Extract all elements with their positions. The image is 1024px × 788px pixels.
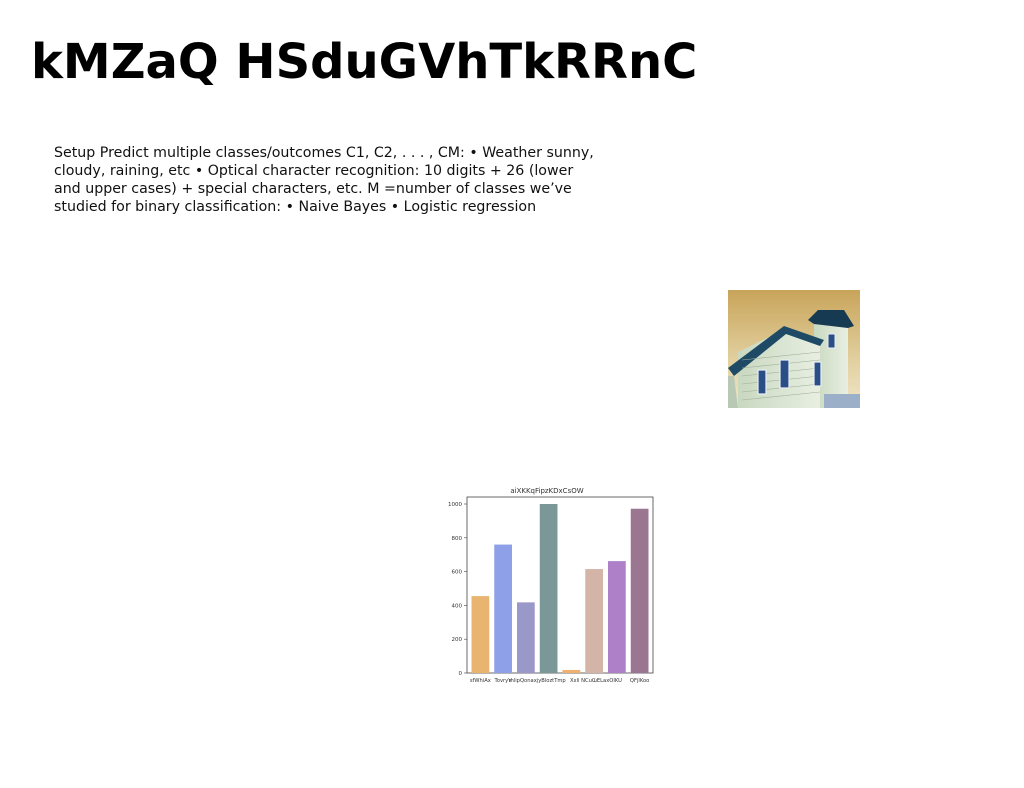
x-tick-label: QFjlKoo [630,678,649,684]
x-tick-label: uELaxOIKU [594,678,623,684]
y-tick-label: 600 [452,570,463,576]
bar [562,669,581,673]
bar [471,596,490,673]
y-tick-label: 800 [452,536,463,542]
bar-chart: 0 200 400 600 800 1000 sfWhiAx TovryVmlipQonaxj… [448,487,654,684]
slide-title: kMZaQ HSduGVhTkRRnC [31,34,698,90]
bar [630,508,649,673]
y-tick-label: 400 [452,603,463,609]
x-tick-label: sfWhiAx [470,678,491,684]
bar [585,569,603,673]
slide-body-text: Setup Predict multiple classes/outcomes … [54,145,594,215]
bar [608,561,626,673]
bar [539,504,558,673]
chart-title: aiXKKqFipzKDxCsOW [510,487,583,495]
x-tick-label: mlipQonaxjyBloztTmp [509,678,567,684]
x-tick-label: Xxli NCuC [570,678,596,684]
house-photo [728,290,860,408]
chart-plot-frame [466,496,654,674]
bar [517,602,535,673]
y-tick-label: 0 [459,671,463,677]
y-tick-label: 200 [452,637,463,643]
x-tick-label: TovryV [493,678,512,684]
y-tick-label: 1000 [448,502,462,508]
bar [494,544,512,673]
